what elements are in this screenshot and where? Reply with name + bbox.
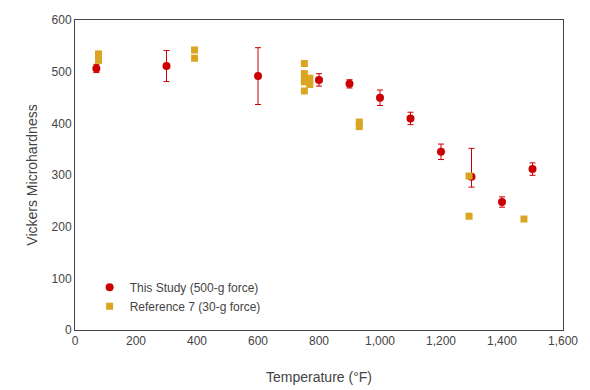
svg-text:1,400: 1,400 — [487, 334, 517, 348]
svg-text:200: 200 — [126, 334, 146, 348]
svg-text:1,200: 1,200 — [426, 334, 456, 348]
svg-text:200: 200 — [52, 220, 72, 234]
svg-text:This Study (500-g force): This Study (500-g force) — [130, 281, 259, 295]
svg-text:0: 0 — [72, 334, 79, 348]
svg-text:600: 600 — [52, 13, 72, 27]
svg-text:1,600: 1,600 — [548, 334, 578, 348]
svg-text:500: 500 — [52, 65, 72, 79]
svg-text:800: 800 — [309, 334, 329, 348]
svg-text:400: 400 — [187, 334, 207, 348]
svg-text:300: 300 — [52, 168, 72, 182]
svg-text:1,000: 1,000 — [365, 334, 395, 348]
svg-text:Vickers Microhardness: Vickers Microhardness — [24, 104, 40, 245]
svg-text:600: 600 — [248, 334, 268, 348]
svg-text:Reference 7 (30-g force): Reference 7 (30-g force) — [130, 300, 261, 314]
svg-text:400: 400 — [52, 117, 72, 131]
svg-text:Temperature (°F): Temperature (°F) — [266, 369, 372, 385]
svg-text:0: 0 — [65, 323, 72, 337]
svg-text:100: 100 — [52, 272, 72, 286]
